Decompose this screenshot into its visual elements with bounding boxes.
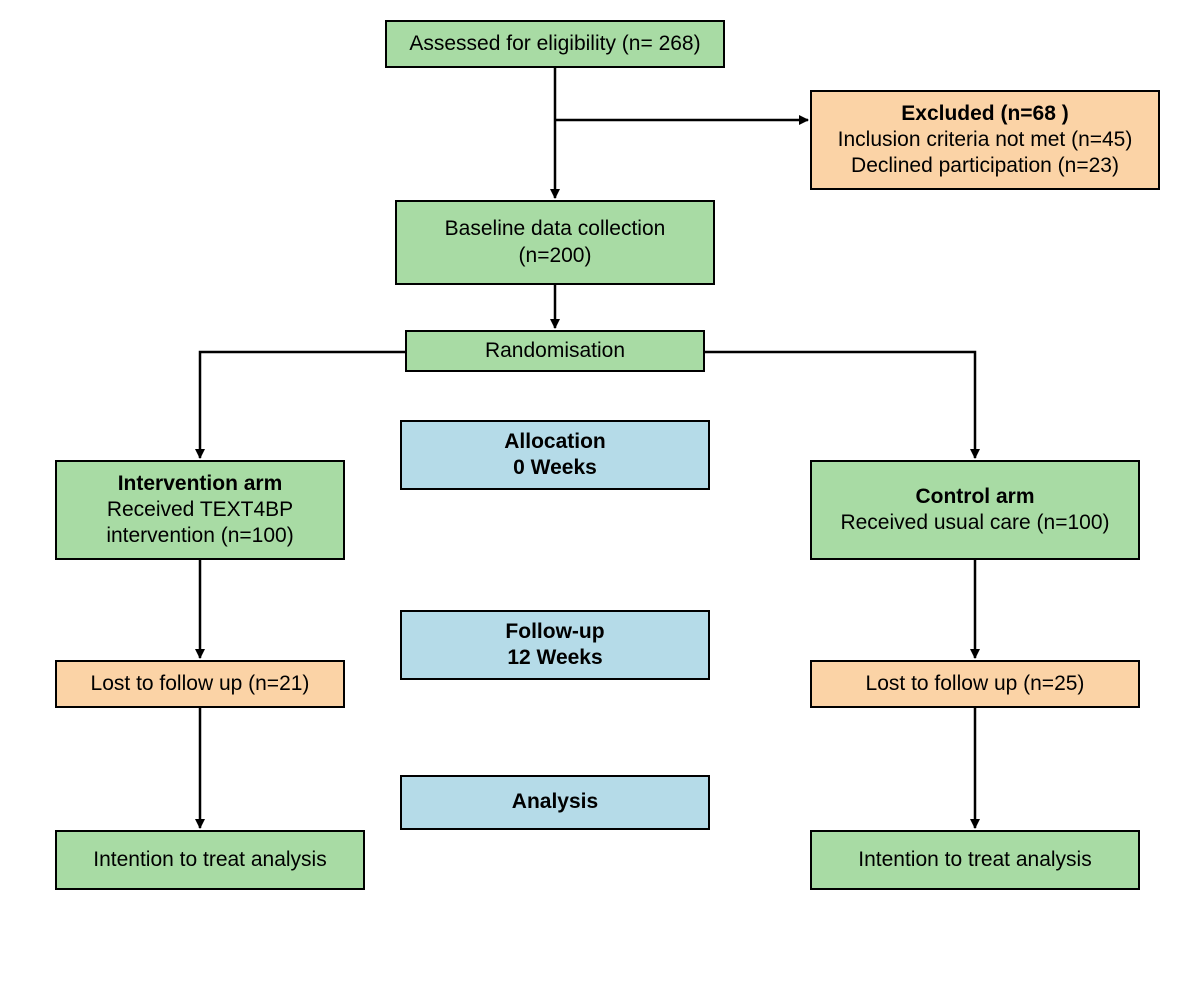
excluded-line1: Inclusion criteria not met (n=45) [838,127,1133,153]
node-itt-right: Intention to treat analysis [810,830,1140,890]
node-analysis: Analysis [400,775,710,830]
node-baseline: Baseline data collection (n=200) [395,200,715,285]
baseline-line1: Baseline data collection [445,216,666,242]
randomisation-text: Randomisation [485,338,625,364]
node-allocation: Allocation 0 Weeks [400,420,710,490]
intervention-title: Intervention arm [118,471,283,497]
followup-line2: 12 Weeks [507,645,602,671]
node-excluded: Excluded (n=68 ) Inclusion criteria not … [810,90,1160,190]
intervention-line1: Received TEXT4BP [107,497,293,523]
followup-line1: Follow-up [505,619,604,645]
excluded-line2: Declined participation (n=23) [851,153,1119,179]
itt-right-text: Intention to treat analysis [858,847,1091,873]
node-control: Control arm Received usual care (n=100) [810,460,1140,560]
control-line1: Received usual care (n=100) [840,510,1109,536]
control-title: Control arm [915,484,1034,510]
node-lost-right: Lost to follow up (n=25) [810,660,1140,708]
excluded-title: Excluded (n=68 ) [901,101,1068,127]
analysis-text: Analysis [512,789,598,815]
assessed-text: Assessed for eligibility (n= 268) [409,31,700,57]
allocation-line2: 0 Weeks [513,455,597,481]
lost-right-text: Lost to follow up (n=25) [866,671,1085,697]
baseline-line2: (n=200) [519,243,592,269]
lost-left-text: Lost to follow up (n=21) [91,671,310,697]
node-intervention: Intervention arm Received TEXT4BP interv… [55,460,345,560]
node-assessed: Assessed for eligibility (n= 268) [385,20,725,68]
node-lost-left: Lost to follow up (n=21) [55,660,345,708]
node-randomisation: Randomisation [405,330,705,372]
node-itt-left: Intention to treat analysis [55,830,365,890]
node-followup: Follow-up 12 Weeks [400,610,710,680]
itt-left-text: Intention to treat analysis [93,847,326,873]
allocation-line1: Allocation [504,429,606,455]
intervention-line2: intervention (n=100) [106,523,293,549]
